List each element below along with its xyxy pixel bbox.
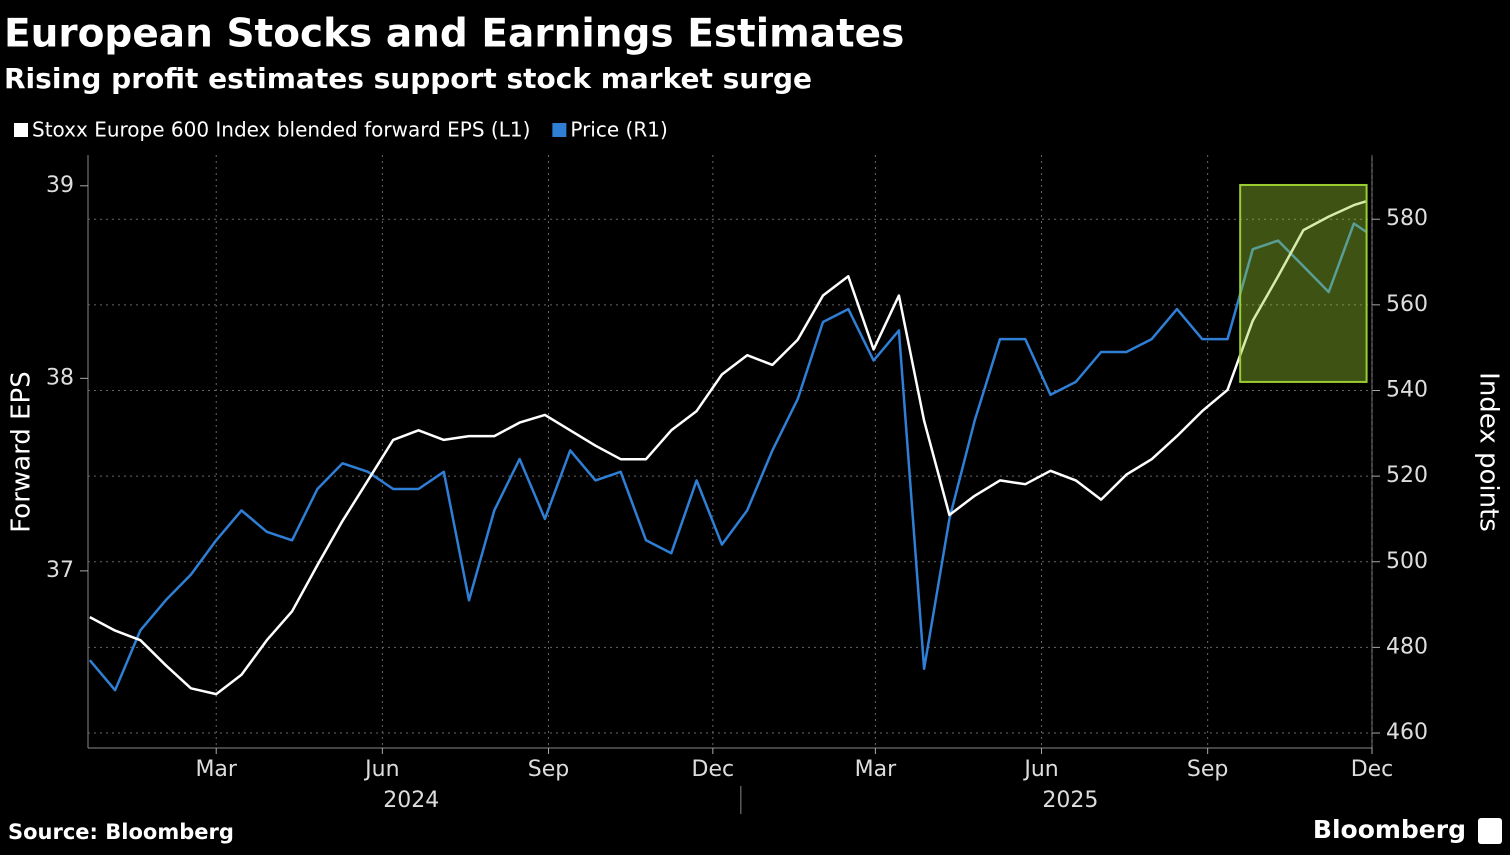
x-year-label: 2025 <box>1042 788 1098 813</box>
series-line <box>88 222 1368 692</box>
x-tick-label: Dec <box>1351 757 1394 782</box>
x-tick-label: Dec <box>692 757 735 782</box>
x-tick-label: Mar <box>195 757 237 782</box>
source: Source: Bloomberg <box>8 820 234 844</box>
y2-axis-label: Index points <box>1474 372 1504 532</box>
y2-tick-label: 520 <box>1386 463 1428 488</box>
x-tick-label: Sep <box>1187 757 1228 782</box>
x-tick-label: Mar <box>855 757 897 782</box>
y-tick-label: 38 <box>46 365 74 390</box>
legend-label: Price (R1) <box>570 118 667 142</box>
x-tick-label: Sep <box>528 757 569 782</box>
y2-tick-label: 460 <box>1386 720 1428 745</box>
legend-label: Stoxx Europe 600 Index blended forward E… <box>32 118 530 142</box>
x-tick-label: Jun <box>363 757 399 782</box>
legend-swatch <box>552 123 567 137</box>
y2-tick-label: 580 <box>1386 206 1428 231</box>
y2-tick-label: 480 <box>1386 634 1428 659</box>
chart-subtitle: Rising profit estimates support stock ma… <box>4 62 812 95</box>
chart-title: European Stocks and Earnings Estimates <box>4 12 904 57</box>
x-year-label: 2024 <box>383 788 439 813</box>
y2-tick-label: 560 <box>1386 292 1428 317</box>
y-tick-label: 39 <box>46 173 74 198</box>
y2-tick-label: 500 <box>1386 549 1428 574</box>
y2-tick-label: 540 <box>1386 377 1428 402</box>
highlight-box <box>1239 183 1368 383</box>
brand-icon <box>1478 818 1502 844</box>
x-tick-label: Jun <box>1022 757 1058 782</box>
y-axis-label: Forward EPS <box>7 371 37 532</box>
y-tick-label: 37 <box>46 558 74 583</box>
series-line <box>89 200 1367 696</box>
legend-swatch <box>14 123 28 137</box>
brand-logo: Bloomberg <box>1313 815 1466 844</box>
